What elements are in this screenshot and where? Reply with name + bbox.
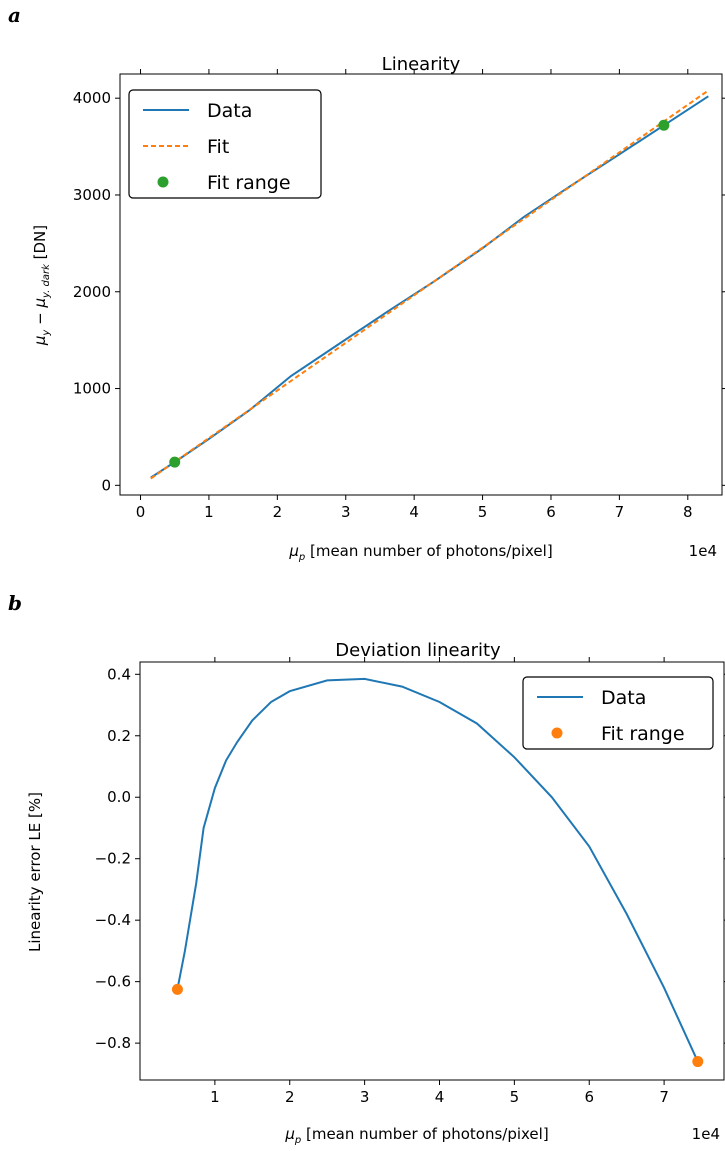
y-tick-label: 0.0 — [107, 788, 131, 806]
x-label-sub: p — [298, 552, 305, 563]
fit-range-point — [171, 983, 183, 995]
x-scale-label: 1e4 — [689, 542, 717, 560]
x-label-mu: μ — [288, 542, 299, 560]
x-tick-label: 6 — [546, 503, 556, 521]
legend-box — [128, 89, 322, 199]
fit-line — [150, 89, 709, 480]
legend-label: Data — [207, 100, 252, 122]
y-tick-label: 1000 — [73, 380, 111, 398]
y-label-sub2: y. dark — [41, 263, 52, 299]
y-axis-label: Linearity error LE [%] — [26, 792, 44, 952]
chart-title: Deviation linearity — [335, 640, 501, 661]
plot-area-frame — [119, 73, 723, 496]
legend-marker — [157, 176, 169, 188]
x-axis-label: μp [mean number of photons/pixel] — [288, 542, 552, 563]
y-tick-label: 0.2 — [107, 727, 131, 745]
y-tick-label: 0.4 — [107, 665, 131, 683]
series-group — [150, 89, 709, 480]
axis-ticks: 1 2 3 4 5 6 7 −0.8 −0.6 −0.4 −0.2 0.0 0.2 0.4 — [95, 657, 725, 1106]
x-tick-label: 7 — [659, 1088, 669, 1106]
legend-label: Fit range — [207, 172, 291, 194]
data-line — [176, 677, 699, 1063]
legend-label: Fit — [207, 136, 229, 158]
y-label-sub1: y — [41, 329, 52, 337]
plot-area-frame — [139, 661, 725, 1081]
chart-deviation-linearity: Deviation linearity 1 2 3 4 5 6 7 −0.8 −0.6 −0.4 −… — [26, 640, 725, 1146]
x-tick-label: 7 — [615, 503, 625, 521]
panel-letter-a: a — [8, 3, 21, 27]
legend-marker — [551, 727, 563, 739]
x-tick-label: 1 — [204, 503, 214, 521]
x-label-tail: [mean number of photons/pixel] — [305, 542, 552, 560]
x-tick-label: 5 — [510, 1088, 520, 1106]
x-tick-label: 0 — [136, 503, 146, 521]
x-axis-label: μp [mean number of photons/pixel] — [284, 1125, 548, 1146]
legend-label: Data — [601, 687, 646, 709]
axis-ticks: 0 1 2 3 4 5 6 7 8 0 1000 2000 3000 4000 — [73, 69, 725, 521]
x-tick-label: 2 — [285, 1088, 295, 1106]
y-tick-label: −0.4 — [95, 911, 131, 929]
y-tick-label: −0.8 — [95, 1034, 131, 1052]
x-tick-label: 4 — [435, 1088, 445, 1106]
y-label-tail: [DN] — [31, 225, 49, 264]
x-label-tail: [mean number of photons/pixel] — [301, 1125, 548, 1143]
fit-range-point — [169, 456, 181, 468]
series-group — [171, 677, 704, 1068]
legend: Data Fit range — [522, 676, 714, 750]
y-axis-label: μy − μy. dark [DN] — [31, 225, 52, 346]
fit-range-point — [658, 119, 670, 131]
chart-title: Linearity — [382, 54, 461, 75]
y-tick-label: 4000 — [73, 89, 111, 107]
panel-letter-b: b — [8, 591, 22, 615]
y-tick-label: −0.6 — [95, 973, 131, 991]
x-scale-label: 1e4 — [692, 1125, 720, 1143]
legend-label: Fit range — [601, 723, 685, 745]
legend-box — [522, 676, 714, 750]
legend: Data Fit Fit range — [128, 89, 322, 199]
x-label-mu: μ — [284, 1125, 295, 1143]
x-label-sub: p — [294, 1135, 301, 1146]
y-tick-label: 2000 — [73, 283, 111, 301]
fit-range-point — [692, 1056, 704, 1068]
chart-linearity: Linearity 0 1 2 3 4 5 6 7 8 0 1000 2000 3000 4000 Dat… — [31, 54, 725, 563]
x-tick-label: 4 — [409, 503, 419, 521]
x-tick-label: 3 — [341, 503, 351, 521]
x-tick-label: 5 — [478, 503, 488, 521]
y-tick-label: 0 — [101, 476, 111, 494]
x-tick-label: 2 — [273, 503, 283, 521]
y-tick-label: 3000 — [73, 186, 111, 204]
y-label-mu: μ — [31, 336, 49, 347]
x-tick-label: 1 — [210, 1088, 220, 1106]
y-tick-label: −0.2 — [95, 850, 131, 868]
y-label-mid: − μ — [31, 298, 49, 330]
x-tick-label: 8 — [683, 503, 693, 521]
x-tick-label: 6 — [584, 1088, 594, 1106]
data-line — [150, 95, 709, 479]
x-tick-label: 3 — [360, 1088, 370, 1106]
